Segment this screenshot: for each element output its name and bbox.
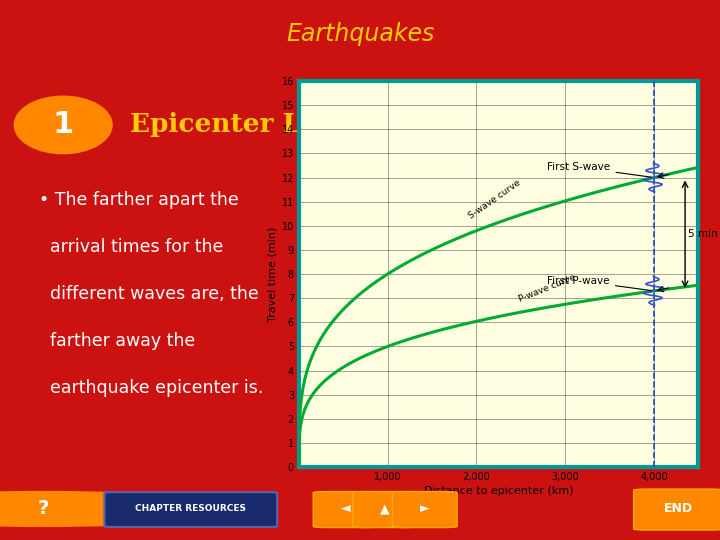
Text: Earthquakes: Earthquakes — [286, 22, 434, 46]
FancyBboxPatch shape — [392, 491, 457, 528]
Text: arrival times for the: arrival times for the — [39, 238, 223, 256]
Text: CHAPTER RESOURCES: CHAPTER RESOURCES — [135, 504, 246, 514]
Circle shape — [14, 96, 112, 154]
Text: ◄: ◄ — [341, 502, 351, 516]
FancyBboxPatch shape — [634, 489, 720, 530]
Text: END: END — [664, 502, 693, 516]
Text: First S-wave: First S-wave — [547, 163, 652, 177]
Text: S-wave curve: S-wave curve — [467, 178, 522, 220]
FancyBboxPatch shape — [104, 492, 277, 527]
Text: ►: ► — [420, 502, 430, 516]
Text: Epicenter Location: Epicenter Location — [130, 112, 410, 138]
FancyBboxPatch shape — [313, 491, 378, 528]
Text: • The farther apart the: • The farther apart the — [39, 191, 238, 208]
Text: farther away the: farther away the — [39, 332, 195, 350]
Text: earthquake epicenter is.: earthquake epicenter is. — [39, 380, 263, 397]
Circle shape — [0, 491, 245, 526]
Text: First P-wave: First P-wave — [547, 276, 652, 291]
Text: ▲: ▲ — [380, 502, 390, 516]
Text: different waves are, the: different waves are, the — [39, 285, 258, 303]
Text: P-wave curve: P-wave curve — [518, 273, 577, 303]
Text: 5 min: 5 min — [688, 230, 717, 239]
FancyBboxPatch shape — [353, 491, 418, 528]
Text: ?: ? — [37, 500, 49, 518]
Text: 1: 1 — [53, 111, 74, 139]
Y-axis label: Travel time (min): Travel time (min) — [267, 226, 277, 322]
X-axis label: Distance to epicenter (km): Distance to epicenter (km) — [424, 486, 573, 496]
